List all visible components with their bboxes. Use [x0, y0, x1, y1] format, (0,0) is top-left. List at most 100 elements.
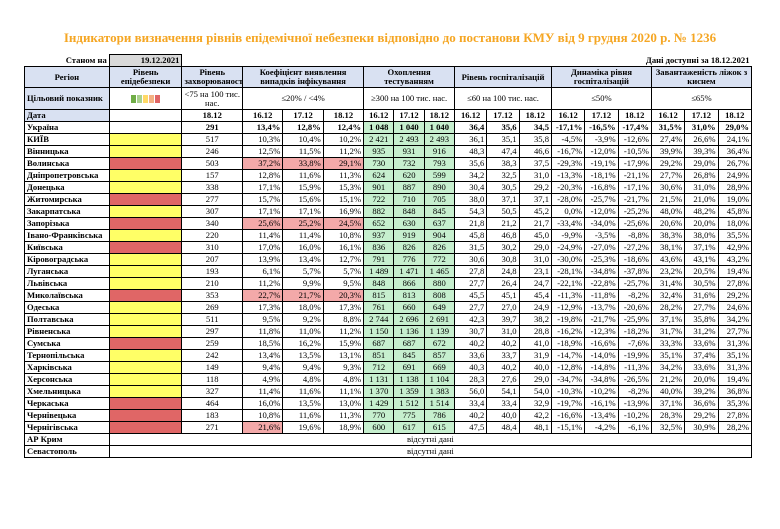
region-name: Україна	[24, 121, 110, 134]
incidence-value: 269	[181, 301, 244, 314]
no-data-text: відсутні дані	[108, 433, 753, 446]
region-row: Одеська 269 17,3% 18,0% 17,3% 761 660 649 27,7 27…	[24, 301, 753, 314]
testing-value: 1 104	[423, 373, 455, 386]
hospitalization-value: 45,5	[453, 289, 488, 302]
hospitalization-value: 27,7	[453, 277, 488, 290]
level-indicator	[108, 241, 183, 254]
oxygen-value: 21,0%	[684, 193, 719, 206]
region-row: Херсонська 118 4,9% 4,8% 4,8% 1 131 1 138 1 104…	[24, 373, 753, 386]
date-oxygen: 16.12	[650, 109, 686, 122]
region-name: Закарпатська	[24, 205, 110, 218]
testing-value: 1 048	[363, 121, 395, 134]
hospitalization-value: 34,2	[453, 169, 488, 182]
hospitalization-value: 32,5	[486, 169, 520, 182]
detection-value: 5,7%	[282, 265, 324, 278]
target-hosp-dynamics: ≤50%	[551, 87, 652, 110]
legend-swatch	[149, 95, 155, 104]
incidence-value: 310	[181, 241, 244, 254]
oxygen-value: 26,6%	[684, 133, 719, 146]
oxygen-value: 27,8%	[717, 409, 753, 422]
region-name: Житомирська	[24, 193, 110, 206]
detection-value: 11,3%	[322, 409, 365, 422]
detection-value: 15,1%	[322, 193, 365, 206]
detection-value: 11,6%	[282, 385, 324, 398]
incidence-value: 259	[181, 337, 244, 350]
hosp-dynamics-value: -18,2%	[617, 325, 652, 338]
hospitalization-value: 40,0	[486, 409, 520, 422]
detection-value: 17,3%	[242, 301, 284, 314]
level-indicator	[108, 373, 183, 386]
oxygen-value: 36,4%	[717, 145, 753, 158]
legend-swatches	[108, 87, 183, 110]
hosp-dynamics-value: -18,9%	[550, 337, 586, 350]
incidence-value: 511	[181, 313, 244, 326]
level-indicator	[108, 421, 183, 434]
region-row: Львівська 210 11,2% 9,9% 9,5% 848 866 880 27,7 26…	[24, 277, 753, 290]
region-row: Волинська 503 37,2% 33,8% 29,1% 730 732 793 35,6…	[24, 157, 753, 170]
header-incidence: Рівень захворюваності	[181, 66, 244, 88]
testing-value: 937	[363, 229, 395, 242]
hospitalization-value: 24,7	[518, 277, 553, 290]
hosp-dynamics-value: -12,6%	[617, 133, 652, 146]
testing-value: 660	[393, 301, 425, 314]
level-indicator	[108, 229, 183, 242]
testing-value: 652	[363, 217, 395, 230]
hospitalization-value: 45,8	[453, 229, 488, 242]
hosp-dynamics-value: -18,1%	[584, 169, 619, 182]
oxygen-value: 21,2%	[650, 373, 686, 386]
testing-value: 732	[393, 157, 425, 170]
hospitalization-value: 30,7	[453, 325, 488, 338]
hospitalization-value: 45,0	[518, 229, 553, 242]
hosp-dynamics-value: -11,3%	[550, 289, 586, 302]
incidence-value: 503	[181, 157, 244, 170]
detection-value: 20,3%	[322, 289, 365, 302]
hosp-dynamics-value: -25,9%	[617, 313, 652, 326]
testing-value: 705	[423, 193, 455, 206]
date-hosp: 16.12	[453, 109, 488, 122]
incidence-value: 327	[181, 385, 244, 398]
hosp-dynamics-value: -34,7%	[550, 373, 586, 386]
oxygen-value: 20,5%	[684, 265, 719, 278]
hosp-dynamics-value: -8,2%	[617, 289, 652, 302]
level-indicator	[108, 145, 183, 158]
oxygen-value: 45,8%	[717, 205, 753, 218]
page-title: Індикатори визначення рівнів епідемічної…	[63, 30, 717, 45]
testing-value: 1 040	[423, 121, 455, 134]
hospitalization-value: 48,4	[486, 421, 520, 434]
oxygen-value: 29,2%	[684, 409, 719, 422]
detection-value: 16,1%	[322, 241, 365, 254]
hosp-dynamics-value: -37,8%	[617, 265, 652, 278]
testing-value: 2 696	[393, 313, 425, 326]
hospitalization-value: 56,0	[453, 385, 488, 398]
testing-value: 772	[423, 253, 455, 266]
hospitalization-value: 24,9	[518, 301, 553, 314]
level-indicator	[108, 169, 183, 182]
hosp-dynamics-value: -4,2%	[584, 421, 619, 434]
detection-value: 12,7%	[322, 253, 365, 266]
hospitalization-value: 46,6	[518, 145, 553, 158]
oxygen-value: 24,6%	[717, 301, 753, 314]
hospitalization-value: 35,8	[518, 133, 553, 146]
oxygen-value: 31,0%	[684, 121, 719, 134]
hosp-dynamics-value: -19,8%	[550, 313, 586, 326]
detection-value: 16,9%	[322, 205, 365, 218]
oxygen-value: 33,3%	[650, 337, 686, 350]
detection-value: 10,3%	[242, 133, 284, 146]
hosp-dynamics-value: -10,2%	[584, 385, 619, 398]
testing-value: 1 131	[363, 373, 395, 386]
oxygen-value: 31,7%	[650, 325, 686, 338]
hosp-dynamics-value: -22,8%	[584, 277, 619, 290]
level-indicator	[108, 337, 183, 350]
hosp-dynamics-value: -12,0%	[584, 145, 619, 158]
testing-value: 672	[423, 337, 455, 350]
hospitalization-value: 31,5	[453, 241, 488, 254]
testing-value: 599	[423, 169, 455, 182]
testing-value: 730	[363, 157, 395, 170]
oxygen-value: 32,4%	[650, 289, 686, 302]
oxygen-value: 43,2%	[717, 253, 753, 266]
testing-value: 904	[423, 229, 455, 242]
hospitalization-value: 54,0	[518, 385, 553, 398]
hosp-dynamics-value: -20,3%	[550, 181, 586, 194]
testing-value: 649	[423, 301, 455, 314]
level-indicator	[108, 181, 183, 194]
